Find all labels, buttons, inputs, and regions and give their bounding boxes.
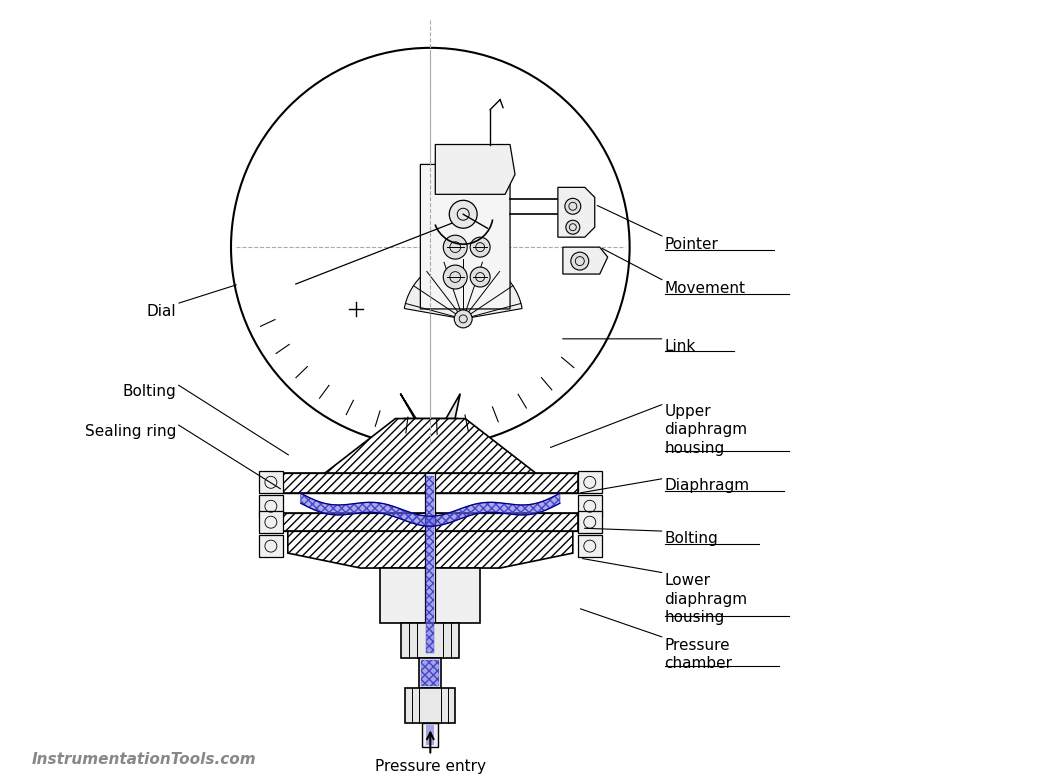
Circle shape [470,237,490,257]
Bar [380,568,480,623]
Bar [422,660,440,685]
Circle shape [565,198,580,214]
Text: Lower
diaphragm
housing: Lower diaphragm housing [665,573,748,626]
Text: Pointer: Pointer [665,237,718,252]
Bar [283,513,577,531]
Bar [426,476,434,653]
Polygon shape [321,419,540,476]
Circle shape [231,47,630,447]
Bar [259,535,283,557]
Bar [426,726,434,745]
Bar [577,471,601,493]
Bar [259,511,283,533]
Bar [423,723,438,748]
Text: Bolting: Bolting [665,531,718,546]
Circle shape [444,265,467,289]
Polygon shape [301,493,560,526]
Bar [420,657,442,688]
Wedge shape [404,259,522,319]
Text: Sealing ring: Sealing ring [85,423,176,439]
Circle shape [566,220,579,234]
Circle shape [571,252,589,270]
Circle shape [449,200,477,228]
Text: InstrumentationTools.com: InstrumentationTools.com [31,752,257,767]
Text: Pressure entry: Pressure entry [375,759,485,774]
Bar [577,496,601,517]
Polygon shape [403,419,457,439]
Text: Diaphragm: Diaphragm [665,478,750,493]
Bar [577,535,601,557]
Polygon shape [557,187,595,237]
Polygon shape [401,394,460,441]
Bar [283,473,577,493]
Bar [259,471,283,493]
Bar [422,660,440,685]
Text: Pressure
chamber: Pressure chamber [665,638,733,671]
Polygon shape [563,247,608,274]
Circle shape [470,267,490,287]
Text: Link: Link [665,339,695,354]
Polygon shape [421,164,511,309]
Polygon shape [288,531,573,568]
Circle shape [454,310,472,328]
Polygon shape [435,145,515,194]
Text: Movement: Movement [665,281,745,296]
Bar [425,473,435,657]
Text: Bolting: Bolting [122,384,176,398]
Bar [577,511,601,533]
Bar [405,688,455,723]
Bar [401,623,459,657]
Text: Upper
diaphragm
housing: Upper diaphragm housing [665,404,748,456]
Text: Dial: Dial [146,304,176,319]
Circle shape [444,235,467,259]
Bar [259,496,283,517]
Bar [426,476,434,653]
